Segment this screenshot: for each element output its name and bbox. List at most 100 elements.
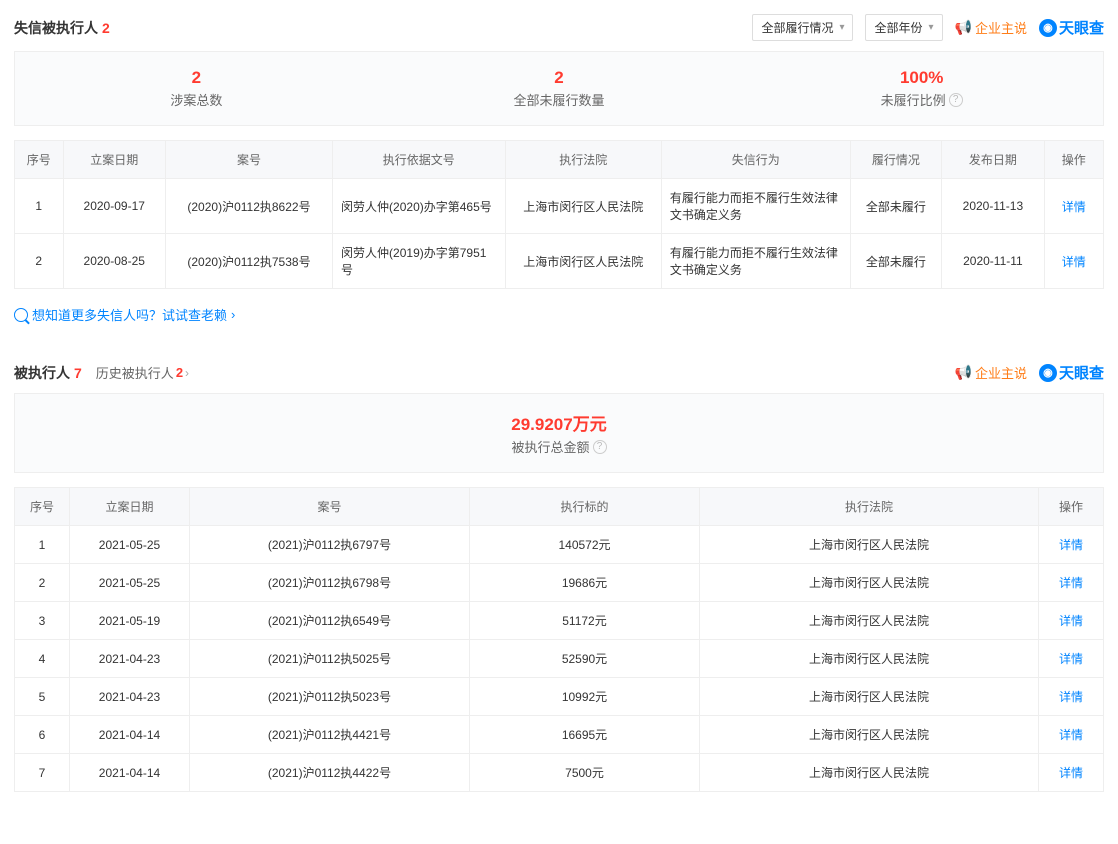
dishonest-section: 失信被执行人 2 全部履行情况 ▾ 全部年份 ▾ 📢 企业主说 ◉ 天眼查 — [14, 14, 1104, 324]
th-amount: 执行标的 — [470, 488, 700, 526]
cell-pub: 2020-11-13 — [942, 179, 1044, 234]
table-header-row: 序号 立案日期 案号 执行依据文号 执行法院 失信行为 履行情况 发布日期 操作 — [15, 141, 1104, 179]
qiye-link[interactable]: 📢 企业主说 — [955, 363, 1027, 382]
stat-total-cases: 2 涉案总数 — [15, 68, 378, 109]
cell-caseno: (2021)沪0112执6797号 — [190, 526, 470, 564]
cell-caseno: (2021)沪0112执6549号 — [190, 602, 470, 640]
cell-court: 上海市闵行区人民法院 — [700, 640, 1039, 678]
th-caseno: 案号 — [165, 141, 332, 179]
cell-date: 2021-04-14 — [70, 716, 190, 754]
section2-header: 被执行人 7 历史被执行人 2 › 📢 企业主说 ◉ 天眼查 — [14, 362, 1104, 383]
cell-date: 2021-04-23 — [70, 678, 190, 716]
cell-basis: 闵劳人仲(2020)办字第465号 — [333, 179, 506, 234]
section2-count: 7 — [74, 365, 82, 381]
th-idx: 序号 — [15, 488, 70, 526]
cell-idx: 2 — [15, 564, 70, 602]
stat-label-text: 未履行比例 — [881, 90, 946, 109]
brand-logo[interactable]: ◉ 天眼查 — [1039, 17, 1104, 38]
section1-header-left: 失信被执行人 2 — [14, 18, 110, 38]
th-date: 立案日期 — [70, 488, 190, 526]
detail-link[interactable]: 详情 — [1062, 200, 1086, 214]
speaker-icon: 📢 — [955, 364, 972, 381]
cell-amount: 51172元 — [470, 602, 700, 640]
section1-header-right: 全部履行情况 ▾ 全部年份 ▾ 📢 企业主说 ◉ 天眼查 — [752, 14, 1104, 41]
detail-link[interactable]: 详情 — [1059, 614, 1083, 628]
executed-section: 被执行人 7 历史被执行人 2 › 📢 企业主说 ◉ 天眼查 29.9207万元 — [14, 362, 1104, 792]
brand-logo[interactable]: ◉ 天眼查 — [1039, 362, 1104, 383]
th-caseno: 案号 — [190, 488, 470, 526]
detail-link[interactable]: 详情 — [1059, 538, 1083, 552]
chevron-right-icon: › — [231, 307, 235, 322]
help-icon[interactable]: ? — [949, 93, 963, 107]
cell-date: 2021-05-25 — [70, 564, 190, 602]
detail-link[interactable]: 详情 — [1062, 255, 1086, 269]
cell-court: 上海市闵行区人民法院 — [700, 716, 1039, 754]
section2-title: 被执行人 7 — [14, 363, 82, 383]
footer-link-text: 想知道更多失信人吗？试试查老赖 — [32, 305, 227, 324]
filter-year-label: 全部年份 — [874, 19, 922, 36]
cell-idx: 3 — [15, 602, 70, 640]
cell-caseno: (2021)沪0112执5025号 — [190, 640, 470, 678]
th-op: 操作 — [1044, 141, 1103, 179]
filter-status-label: 全部履行情况 — [761, 19, 833, 36]
cell-op: 详情 — [1044, 179, 1103, 234]
th-idx: 序号 — [15, 141, 64, 179]
stat-value: 2 — [378, 68, 741, 88]
stat-label: 涉案总数 — [170, 90, 222, 109]
cell-caseno: (2021)沪0112执6798号 — [190, 564, 470, 602]
cell-caseno: (2020)沪0112执8622号 — [165, 179, 332, 234]
section1-stats-bar: 2 涉案总数 2 全部未履行数量 100% 未履行比例 ? — [14, 51, 1104, 126]
section2-title-text: 被执行人 — [14, 363, 70, 383]
cell-idx: 1 — [15, 526, 70, 564]
detail-link[interactable]: 详情 — [1059, 576, 1083, 590]
detail-link[interactable]: 详情 — [1059, 652, 1083, 666]
detail-link[interactable]: 详情 — [1059, 690, 1083, 704]
th-pub: 发布日期 — [942, 141, 1044, 179]
th-court: 执行法院 — [700, 488, 1039, 526]
chevron-down-icon: ▾ — [929, 22, 934, 33]
cell-op: 详情 — [1039, 678, 1104, 716]
qiye-link[interactable]: 📢 企业主说 — [955, 18, 1027, 37]
cell-date: 2020-09-17 — [63, 179, 165, 234]
speaker-icon: 📢 — [955, 19, 972, 36]
stat-value: 29.9207万元 — [15, 410, 1103, 435]
table-row: 12021-05-25(2021)沪0112执6797号140572元上海市闵行… — [15, 526, 1104, 564]
cell-court: 上海市闵行区人民法院 — [505, 234, 661, 289]
section2-subtitle-link[interactable]: 历史被执行人 2 › — [96, 363, 189, 382]
cell-behavior: 有履行能力而拒不履行生效法律文书确定义务 — [661, 234, 850, 289]
detail-link[interactable]: 详情 — [1059, 728, 1083, 742]
cell-idx: 6 — [15, 716, 70, 754]
cell-date: 2021-04-23 — [70, 640, 190, 678]
stat-value: 100% — [740, 68, 1103, 88]
cell-op: 详情 — [1039, 716, 1104, 754]
stat-ratio: 100% 未履行比例 ? — [740, 68, 1103, 109]
cell-court: 上海市闵行区人民法院 — [505, 179, 661, 234]
cell-amount: 10992元 — [470, 678, 700, 716]
executed-table: 序号 立案日期 案号 执行标的 执行法院 操作 12021-05-25(2021… — [14, 487, 1104, 792]
help-icon[interactable]: ? — [593, 440, 607, 454]
section1-count: 2 — [102, 20, 110, 36]
cell-amount: 19686元 — [470, 564, 700, 602]
search-icon — [14, 308, 28, 322]
more-dishonest-link[interactable]: 想知道更多失信人吗？试试查老赖 › — [14, 305, 1104, 324]
chevron-right-icon: › — [185, 366, 189, 380]
cell-amount: 140572元 — [470, 526, 700, 564]
cell-idx: 4 — [15, 640, 70, 678]
table-row: 22021-05-25(2021)沪0112执6798号19686元上海市闵行区… — [15, 564, 1104, 602]
filter-status-dropdown[interactable]: 全部履行情况 ▾ — [752, 14, 853, 41]
filter-year-dropdown[interactable]: 全部年份 ▾ — [865, 14, 942, 41]
stat-label-text: 被执行总金额 — [511, 437, 589, 456]
stat-total-amount: 29.9207万元 被执行总金额 ? — [15, 410, 1103, 456]
th-status: 履行情况 — [850, 141, 942, 179]
cell-court: 上海市闵行区人民法院 — [700, 526, 1039, 564]
stat-label: 未履行比例 ? — [881, 90, 963, 109]
detail-link[interactable]: 详情 — [1059, 766, 1083, 780]
cell-status: 全部未履行 — [850, 234, 942, 289]
section1-title: 失信被执行人 2 — [14, 18, 110, 38]
cell-caseno: (2021)沪0112执5023号 — [190, 678, 470, 716]
cell-basis: 闵劳人仲(2019)办字第7951号 — [333, 234, 506, 289]
cell-caseno: (2020)沪0112执7538号 — [165, 234, 332, 289]
cell-op: 详情 — [1044, 234, 1103, 289]
section2-header-left: 被执行人 7 历史被执行人 2 › — [14, 363, 189, 383]
cell-idx: 5 — [15, 678, 70, 716]
